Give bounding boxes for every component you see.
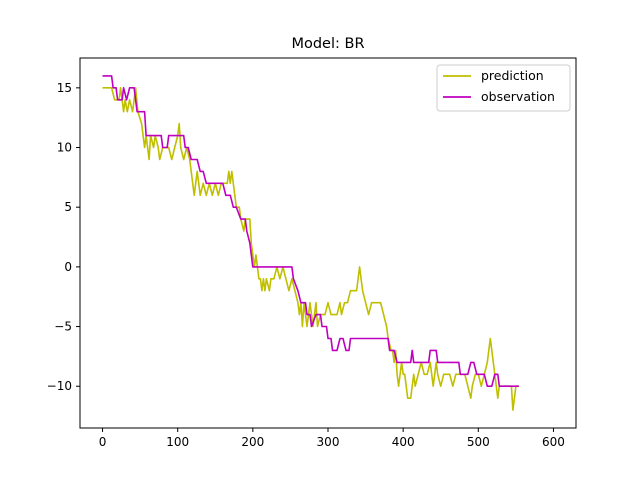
y-tick-label: −10 [47,379,72,393]
x-tick-label: 600 [542,435,565,449]
y-tick-label: −5 [54,320,72,334]
chart-title: Model: BR [291,36,364,52]
legend-label-prediction: prediction [481,68,544,83]
legend: prediction observation [436,64,571,112]
x-tick-label: 300 [317,435,340,449]
x-tick-label: 100 [166,435,189,449]
y-tick-label: 15 [57,81,72,95]
x-tick-label: 500 [467,435,490,449]
x-axis: 0 100 200 300 400 500 600 [99,428,565,449]
series-layer [102,75,519,411]
x-tick-label: 0 [99,435,107,449]
legend-label-observation: observation [481,89,555,104]
series-line-observation [102,75,519,388]
y-tick-label: 0 [64,260,72,274]
y-axis: 15 10 5 0 −5 −10 [47,81,80,393]
y-tick-label: 5 [64,200,72,214]
x-tick-label: 200 [241,435,264,449]
y-tick-label: 10 [57,141,72,155]
x-tick-label: 400 [392,435,415,449]
